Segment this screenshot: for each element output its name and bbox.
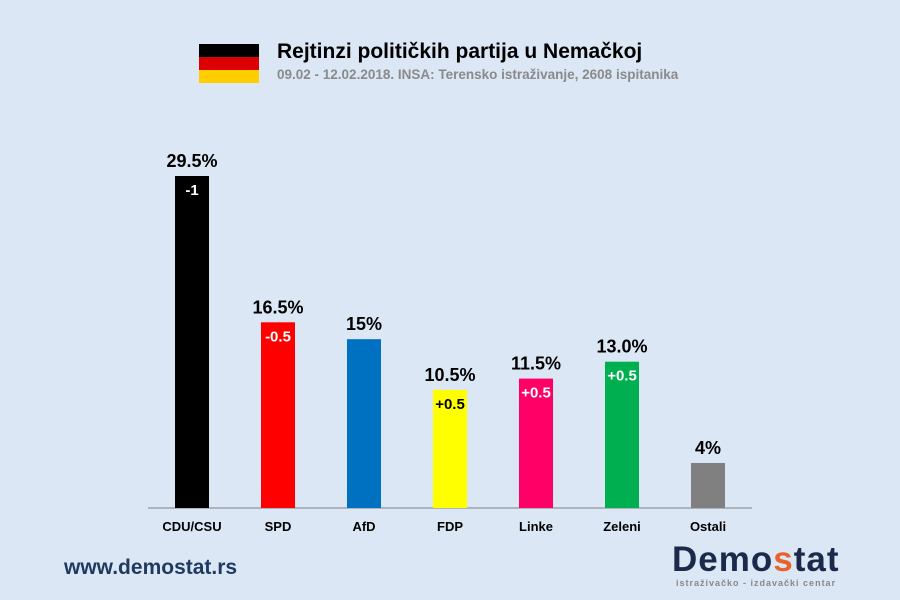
value-label: 11.5%	[511, 354, 561, 374]
change-label: +0.5	[435, 396, 465, 413]
change-label: -0.5	[265, 328, 291, 345]
demostat-logo: Demostat	[672, 540, 840, 579]
change-label: -1	[185, 182, 198, 199]
x-tick-label: CDU/CSU	[162, 519, 221, 534]
logo-tagline: istraživačko - izdavački centar	[676, 578, 837, 588]
bar	[519, 378, 553, 508]
flag-stripe-black	[199, 44, 259, 57]
bar	[347, 339, 381, 508]
value-label: 13.0%	[596, 337, 647, 357]
change-label: +0.5	[607, 368, 637, 385]
chart-subtitle: 09.02 - 12.02.2018. INSA: Terensko istra…	[277, 67, 679, 82]
german-flag-icon	[199, 44, 259, 83]
value-label: 4%	[695, 438, 721, 458]
x-tick-label: FDP	[437, 519, 463, 534]
x-tick-label: Zeleni	[603, 519, 641, 534]
bar	[433, 389, 467, 508]
website-link[interactable]: www.demostat.rs	[64, 556, 238, 579]
bar	[175, 176, 209, 508]
bar	[605, 361, 639, 508]
x-tick-label: Ostali	[690, 519, 726, 534]
value-label: 16.5%	[252, 297, 303, 317]
change-label: +0.5	[521, 385, 551, 402]
x-tick-label: Linke	[519, 519, 553, 534]
value-label: 29.5%	[166, 151, 217, 171]
x-tick-label: SPD	[265, 519, 292, 534]
flag-stripe-red	[199, 57, 259, 70]
chart-title: Rejtinzi političkih partija u Nemačkoj	[277, 40, 643, 63]
flag-stripe-gold	[199, 70, 259, 83]
value-label: 15%	[346, 314, 382, 334]
bar	[691, 462, 725, 508]
x-tick-label: AfD	[352, 519, 375, 534]
value-label: 10.5%	[424, 365, 475, 385]
bar	[261, 322, 295, 508]
